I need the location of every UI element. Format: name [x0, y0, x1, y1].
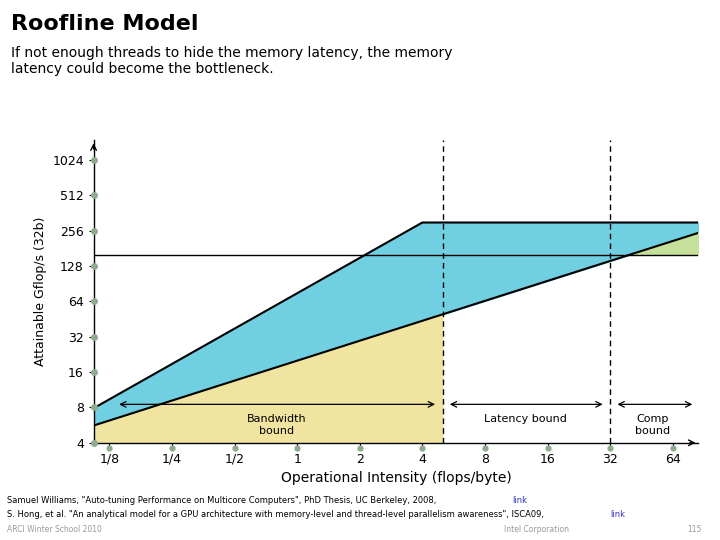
Text: If not enough threads to hide the memory latency, the memory
latency could becom: If not enough threads to hide the memory…	[11, 46, 452, 76]
Text: Comp
bound: Comp bound	[635, 414, 670, 436]
Text: Intel Corporation: Intel Corporation	[504, 524, 569, 534]
Text: link: link	[513, 496, 528, 505]
Text: Latency bound: Latency bound	[484, 414, 567, 424]
Y-axis label: Attainable Gflop/s (32b): Attainable Gflop/s (32b)	[34, 217, 47, 366]
Text: Samuel Williams, "Auto-tuning Performance on Multicore Computers", PhD Thesis, U: Samuel Williams, "Auto-tuning Performanc…	[7, 496, 436, 505]
Text: S. Hong, et al. "An analytical model for a GPU architecture with memory-level an: S. Hong, et al. "An analytical model for…	[7, 510, 544, 519]
Text: link: link	[611, 510, 626, 519]
Text: 115: 115	[688, 524, 702, 534]
Text: ARCI Winter School 2010: ARCI Winter School 2010	[7, 524, 102, 534]
X-axis label: Operational Intensity (flops/byte): Operational Intensity (flops/byte)	[281, 471, 511, 485]
Text: Bandwidth
bound: Bandwidth bound	[247, 414, 307, 436]
Text: Roofline Model: Roofline Model	[11, 14, 198, 33]
